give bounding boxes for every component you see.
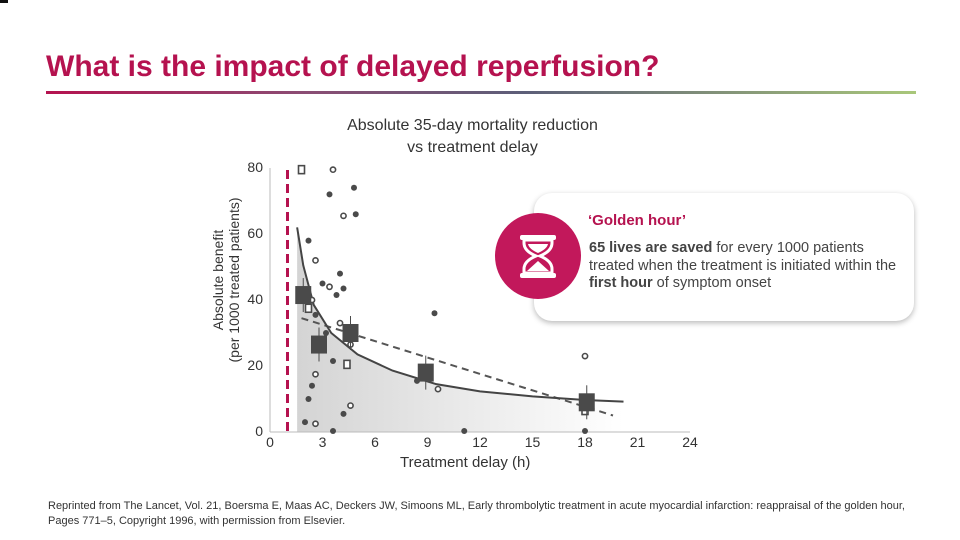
trial-point [337, 270, 343, 277]
trial-point [352, 211, 359, 218]
callout-text-end: of symptom onset [652, 275, 772, 291]
y-tick-label: 60 [247, 225, 263, 241]
trial-point [461, 428, 468, 435]
chart-title-line-1: Absolute 35-day mortality reduction [347, 117, 598, 134]
x-tick-label: 12 [472, 434, 488, 450]
pooled-estimate-point [311, 335, 327, 354]
trial-point [333, 292, 340, 299]
trial-point [340, 410, 347, 417]
title-divider [46, 91, 916, 94]
trial-point [312, 311, 319, 318]
trial-point [330, 428, 336, 435]
trial-point [319, 280, 326, 287]
corner-mark [0, 0, 8, 3]
trial-point [302, 419, 308, 426]
callout-highlight-lives: 65 lives are saved [589, 240, 713, 256]
x-tick-label: 0 [266, 434, 274, 450]
pooled-estimate-point [342, 324, 359, 342]
trial-point [326, 283, 333, 291]
golden-hour-callout [534, 193, 914, 321]
y-tick-label: 80 [247, 159, 263, 175]
chart-title: Absolute 35-day mortality reduction vs t… [300, 115, 645, 159]
trial-point [336, 319, 344, 327]
trial-point [312, 420, 319, 428]
hourglass-badge [495, 213, 581, 299]
x-axis-label: Treatment delay (h) [400, 454, 531, 471]
y-tick-label: 0 [255, 423, 263, 439]
trial-point [323, 330, 329, 336]
callout-text-middle: for every 1000 patients treated when the… [589, 240, 897, 274]
x-tick-label: 15 [524, 434, 541, 450]
x-tick-label: 6 [371, 434, 379, 450]
source-citation: Reprinted from The Lancet, Vol. 21, Boer… [48, 500, 905, 527]
chart-title-line-2: vs treatment delay [407, 139, 538, 156]
callout-heading: ‘Golden hour’ [588, 212, 687, 229]
page-title: What is the impact of delayed reperfusio… [46, 50, 660, 83]
x-tick-label: 18 [577, 434, 593, 450]
trial-point [343, 359, 351, 370]
y-tick-label: 20 [247, 357, 263, 373]
trial-point [309, 382, 315, 389]
trial-point [329, 166, 337, 174]
trial-point [330, 358, 336, 365]
x-tick-label: 21 [629, 434, 646, 450]
pooled-estimate-point [295, 286, 312, 305]
trial-point [326, 191, 333, 198]
trial-point [581, 352, 589, 360]
y-tick-label: 40 [247, 291, 263, 307]
trial-point [340, 285, 347, 292]
pooled-estimate-point [417, 363, 434, 382]
hourglass-icon [520, 235, 556, 278]
trial-point [431, 310, 438, 317]
trial-point [582, 428, 588, 435]
pooled-estimate-point [578, 393, 595, 412]
trial-point [304, 303, 313, 314]
trial-point [312, 370, 319, 378]
trial-point [347, 402, 354, 409]
area-under-curve [297, 168, 624, 432]
x-tick-label: 9 [423, 434, 432, 450]
trial-point [351, 184, 357, 191]
x-tick-label: 24 [682, 434, 698, 450]
trial-point [297, 164, 306, 175]
trial-point [305, 396, 312, 402]
x-tick-label: 3 [318, 434, 327, 450]
callout-highlight-first-hour: first hour [589, 275, 653, 291]
trial-point [305, 237, 312, 244]
trial-point [340, 212, 347, 220]
trial-point [434, 385, 442, 393]
trial-point [312, 256, 319, 264]
callout-text: 65 lives are saved for every 1000 patien… [589, 240, 904, 293]
